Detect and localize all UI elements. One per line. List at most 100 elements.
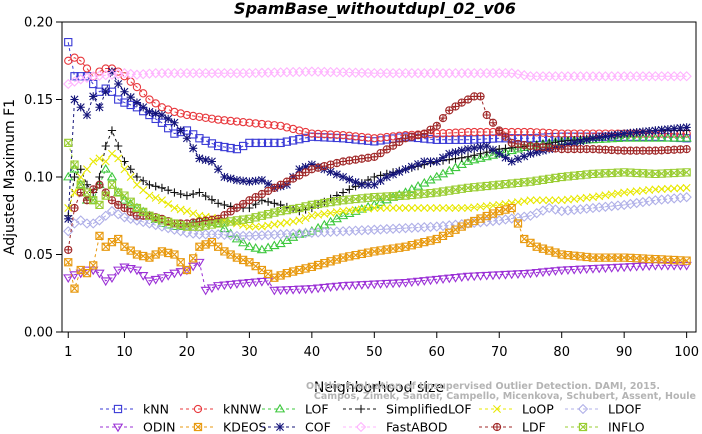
data-point-fastabod	[506, 67, 517, 79]
data-point-odin	[350, 281, 361, 291]
data-point-loop	[670, 184, 679, 193]
data-point-simplifiedlof	[345, 185, 354, 194]
data-point-loop	[420, 204, 429, 212]
data-point-cof	[507, 157, 516, 166]
y-tick-label: 0.05	[24, 248, 53, 263]
data-point-knnw	[307, 129, 317, 138]
data-point-cof	[82, 110, 92, 120]
data-point-ldof	[94, 215, 105, 226]
data-point-odin	[369, 280, 380, 290]
data-point-inflo	[95, 200, 104, 210]
data-point-loop	[538, 196, 547, 205]
data-point-knnw	[507, 127, 516, 137]
data-point-cof	[432, 157, 441, 166]
data-point-knnw	[332, 130, 341, 139]
data-point-loop	[189, 209, 198, 218]
data-point-loop	[195, 211, 204, 220]
data-point-knnw	[207, 114, 217, 123]
data-point-cof	[657, 125, 666, 134]
data-point-cof	[145, 107, 154, 116]
data-point-ldf	[232, 203, 242, 212]
legend-marker-ldof	[577, 403, 589, 415]
legend-marker-knnw	[193, 404, 203, 414]
data-point-loop	[445, 204, 454, 212]
data-point-odin	[169, 269, 180, 279]
data-point-knnw	[376, 133, 385, 142]
data-point-simplifiedlof	[214, 199, 223, 208]
data-point-knnw	[276, 121, 285, 130]
data-point-inflo	[107, 180, 117, 189]
data-point-ldof	[131, 215, 143, 226]
data-point-cof	[257, 176, 266, 185]
data-point-knnw	[245, 118, 254, 127]
data-point-cof	[420, 157, 429, 166]
data-point-knnw	[438, 129, 448, 138]
data-point-loop	[76, 173, 85, 181]
data-point-odin	[550, 267, 561, 276]
data-point-loop	[582, 193, 591, 202]
data-point-odin	[594, 264, 605, 274]
data-point-odin	[319, 283, 330, 293]
x-tick-label: 50	[366, 345, 383, 360]
data-point-odin	[481, 271, 492, 281]
data-point-knnw	[288, 124, 298, 134]
data-point-cof	[476, 142, 485, 152]
data-point-odin	[231, 280, 243, 289]
data-point-knnw	[145, 95, 154, 104]
legend-label-knnw: kNNW	[223, 402, 261, 417]
data-point-knn	[157, 118, 167, 127]
data-point-ldf-cross	[483, 111, 491, 119]
data-point-ldf-cross	[389, 142, 397, 150]
data-point-knnw	[214, 115, 223, 124]
data-point-ldf	[64, 245, 73, 254]
data-point-loop	[407, 204, 416, 212]
data-point-odin	[275, 286, 286, 296]
data-point-cof	[357, 180, 366, 189]
x-tick-label: 100	[674, 345, 699, 360]
data-point-lof	[643, 132, 655, 142]
legend-marker-odin	[112, 423, 124, 433]
data-point-cof	[245, 177, 254, 186]
data-point-loop	[457, 204, 466, 212]
data-point-kdeos	[64, 258, 73, 267]
data-point-knnw	[482, 127, 491, 137]
data-point-knn	[70, 72, 79, 81]
legend-marker-ldf-cross	[493, 423, 501, 431]
data-point-cof	[445, 149, 454, 158]
x-tick-label: 80	[553, 345, 570, 360]
data-point-loop	[151, 193, 160, 202]
data-point-kdeos	[507, 203, 516, 213]
data-point-ldof	[181, 227, 193, 238]
data-point-loop	[676, 184, 685, 193]
data-point-cof	[607, 131, 616, 140]
data-point-odin	[300, 285, 311, 295]
data-point-cof	[645, 127, 654, 136]
data-point-cof	[576, 137, 585, 146]
data-point-cof	[126, 93, 135, 102]
data-point-loop	[632, 187, 641, 196]
data-point-odin	[344, 281, 355, 291]
data-point-loop	[414, 204, 423, 212]
data-point-knn	[432, 135, 441, 144]
data-point-odin	[619, 263, 630, 273]
data-point-simplifiedlof	[76, 165, 85, 174]
data-point-loop	[401, 204, 410, 212]
data-point-loop	[364, 204, 373, 213]
data-point-loop	[157, 196, 166, 205]
data-point-cof	[70, 95, 79, 104]
data-point-cof	[326, 167, 335, 176]
data-point-loop	[563, 195, 572, 204]
legend-label-fastabod: FastABOD	[386, 420, 448, 434]
legend-item-odin: ODIN	[100, 420, 176, 434]
data-point-odin	[475, 272, 486, 281]
data-point-lof	[262, 242, 274, 252]
data-point-loop	[682, 183, 691, 192]
data-point-knnw	[451, 128, 460, 137]
data-point-kdeos	[182, 265, 192, 275]
series-line-odin	[67, 261, 687, 291]
legend-label-loop: LoOP	[522, 402, 554, 417]
data-point-odin	[606, 264, 617, 273]
legend-label-simplifiedlof: SimplifiedLOF	[386, 402, 472, 417]
data-point-odin	[500, 270, 511, 280]
data-point-loop	[395, 204, 404, 212]
